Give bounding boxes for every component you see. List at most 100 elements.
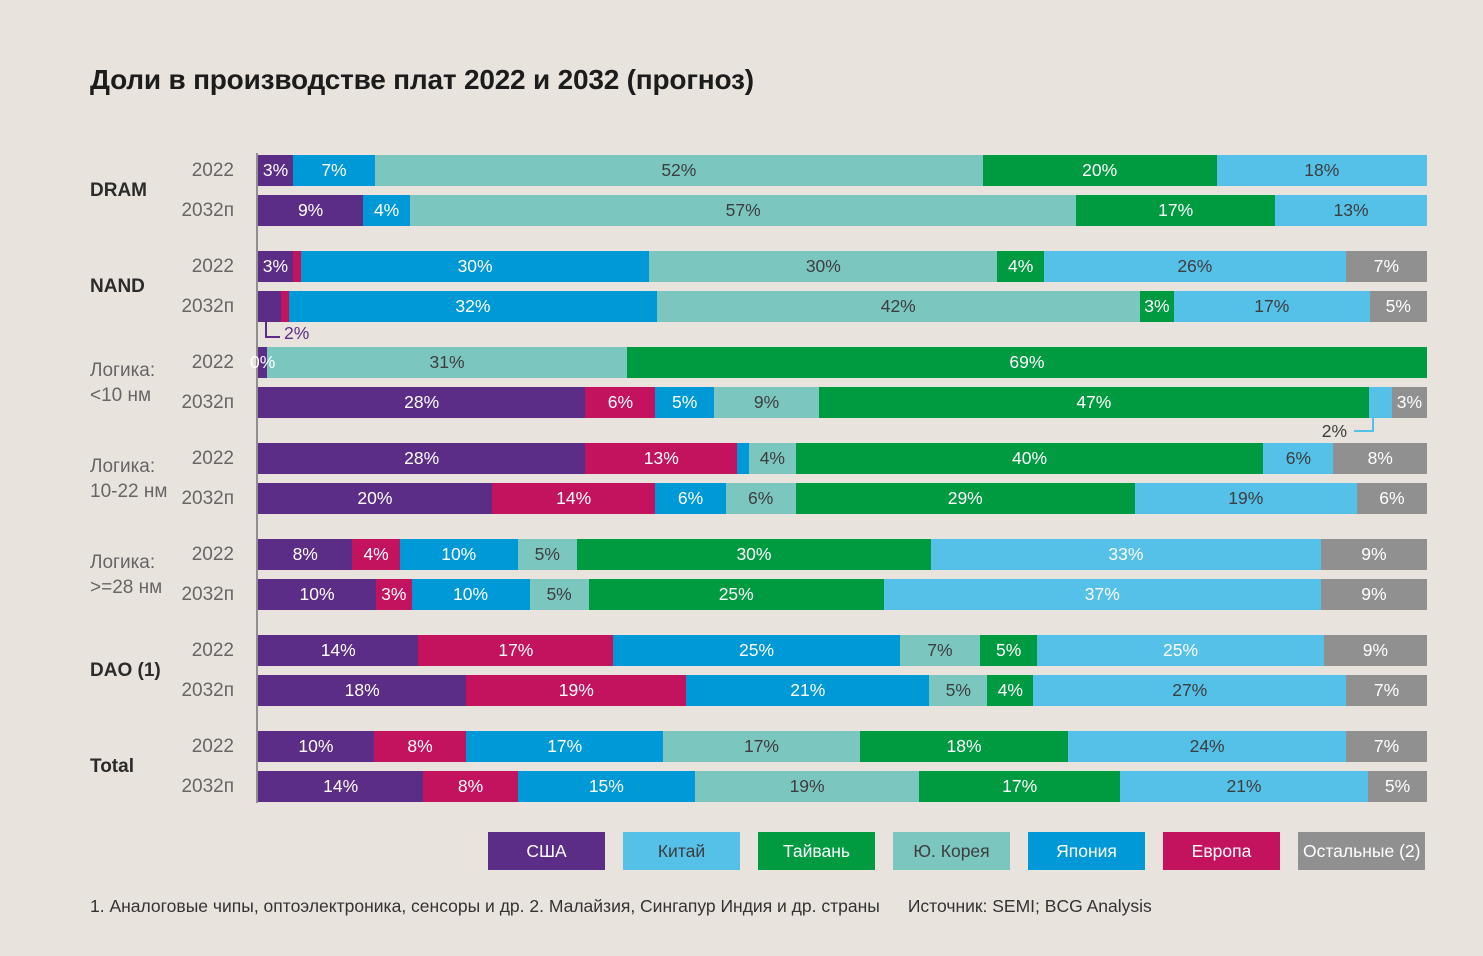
segment-value-label: 25% [718,583,754,604]
bar-segment-skorea: 6% [725,483,796,514]
segment-value-label: 5% [945,679,971,700]
group-label-dao: DAO (1) [90,635,240,706]
stacked-bar-logic-10-22-2022: 28% 13% 4% 40% 6% 8% [258,443,1427,474]
footnote-notes: 1. Аналоговые чипы, оптоэлектроника, сен… [90,896,880,916]
segment-value-label: 5% [534,543,560,564]
callout-value-label: 2% [284,323,310,343]
bar-segment-taiwan: 47% [819,387,1369,418]
legend-chip-europe: Европа [1163,832,1280,870]
segment-value-label: 3% [1396,391,1423,412]
bar-segment-europe [292,251,301,282]
row-year-label: 2032п [181,776,234,797]
bar-segment-europe: 19% [466,675,687,706]
bar-segment-others: 5% [1367,771,1428,802]
bar-group-logic-sub10: Логика: <10 нм 2022 0% 31% 69% 2032п 28% 6% 5% 9% 4… [90,347,1427,440]
segment-value-label: 9% [1361,583,1387,604]
bar-segment-japan: 10% [399,539,518,570]
legend-chip-usa: США [488,832,605,870]
footnote: 1. Аналоговые чипы, оптоэлектроника, сен… [90,896,1152,917]
legend-label-others: Остальные (2) [1303,840,1421,861]
bar-segment-china: 33% [931,539,1321,570]
segment-value-label: 17% [1002,775,1038,796]
bar-segment-japan: 7% [293,155,375,186]
bar-segment-taiwan: 3% [1139,291,1175,322]
group-label-line: >=28 нм [90,576,163,598]
segment-value-label: 0% [250,351,276,372]
segment-value-label: 7% [1373,255,1400,276]
legend-label-usa: США [526,840,567,861]
segment-value-label: 42% [880,295,916,316]
bar-segment-japan: 10% [411,579,530,610]
segment-value-label: 3% [262,255,289,276]
segment-value-label: 7% [321,159,347,180]
bar-segment-japan: 21% [686,675,930,706]
segment-value-label: 52% [661,159,697,180]
bar-segment-skorea: 5% [929,675,988,706]
segment-value-label: 5% [1385,295,1411,316]
segment-value-label: 27% [1172,679,1208,700]
segment-value-label: 10% [453,583,489,604]
bar-segment-japan: 4% [363,195,410,226]
bar-segment-skorea: 52% [374,155,983,186]
bar-segment-skorea: 31% [267,347,627,378]
segment-value-label: 19% [558,679,594,700]
bar-segment-china: 17% [1174,291,1370,322]
legend-label-skorea: Ю. Корея [913,840,990,861]
group-label-line: NAND [90,276,145,297]
stacked-bar-dao-2032п: 18% 19% 21% 5% 4% 27% 7% [258,675,1427,706]
stacked-bar-dram-2022: 3% 7% 52% 20% 18% [258,155,1427,186]
bar-segment-china [1368,387,1392,418]
segment-value-label: 9% [1362,639,1389,660]
group-label-nand: NAND [90,251,240,322]
group-label-line: Total [90,756,134,777]
segment-value-label: 17% [1254,295,1290,316]
bar-segment-others: 7% [1346,731,1428,762]
group-label-line: Логика: [90,551,156,573]
bar-segment-taiwan: 40% [795,443,1264,474]
bar-segment-usa: 3% [258,155,294,186]
segment-value-label: 17% [743,735,779,756]
segment-value-label: 9% [297,199,324,220]
row-year-label: 2032п [181,488,234,509]
bar-group-dram: DRAM 2022 3% 7% 52% 20% 18% 2032п 9% 4% 57% 17% 13% [90,155,1427,226]
segment-value-label: 4% [997,679,1023,700]
segment-value-label: 28% [404,391,440,412]
segment-value-label: 5% [996,639,1022,660]
bar-segment-usa: 3% [258,251,293,282]
segment-value-label: 17% [547,735,583,756]
segment-value-label: 9% [1361,543,1387,564]
segment-value-label: 18% [344,679,380,700]
segment-value-label: 3% [381,583,407,604]
row-year-label: 2032п [181,584,234,605]
bar-segment-skorea: 19% [694,771,920,802]
group-label-line: Логика: [90,359,156,381]
bar-segment-china: 25% [1037,635,1324,666]
segment-value-label: 13% [643,447,679,468]
bar-segment-taiwan: 5% [980,635,1038,666]
stacked-bar-nand-2032п: 32% 42% 3% 17% 5% 2% [258,291,1427,342]
segment-value-label: 9% [753,391,780,412]
bar-segment-others: 3% [1391,387,1427,418]
segment-value-label: 8% [457,775,484,796]
row-year-label: 2022 [191,448,234,469]
stacked-bar-dao-2022: 14% 17% 25% 7% 5% 25% 9% [258,635,1427,666]
segment-value-label: 6% [677,487,704,508]
bar-segment-europe: 8% [373,731,467,762]
bar-segment-others: 6% [1356,483,1427,514]
bar-segment-europe: 13% [585,443,738,474]
bar-segment-china: 26% [1043,251,1346,282]
legend: США Китай Тайвань Ю. Корея Япония Европа Остал… [488,832,1426,870]
bar-segment-others: 7% [1345,251,1428,282]
segment-value-label: 7% [1373,679,1400,700]
bar-segment-others: 7% [1345,675,1427,706]
segment-value-label: 33% [1108,543,1144,564]
group-label-total: Total [90,731,240,802]
bar-segment-usa: 28% [258,387,586,418]
bar-segment-usa: 28% [258,443,586,474]
bar-segment-usa: 10% [258,579,377,610]
segment-value-label: 8% [407,735,433,756]
row-year-label: 2022 [191,640,234,661]
bar-segment-china: 19% [1134,483,1357,514]
row-year-label: 2032п [181,296,234,317]
legend-chip-china: Китай [623,832,740,870]
